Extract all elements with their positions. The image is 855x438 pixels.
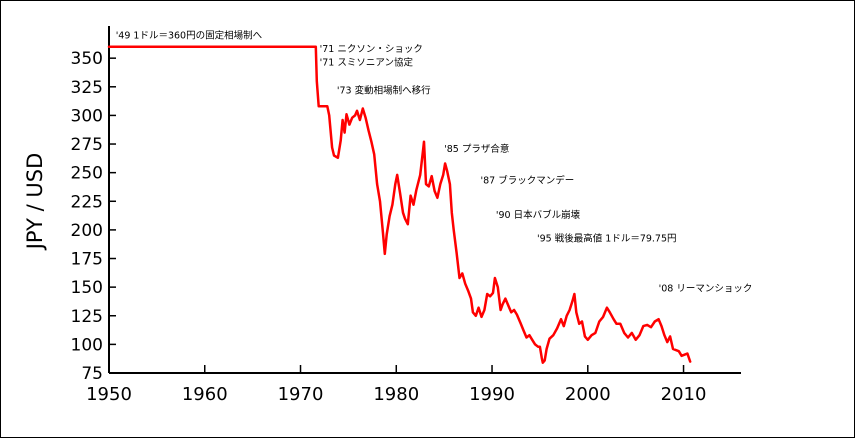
annotation-label: '85 プラザ合意: [444, 143, 509, 155]
x-tick-label: 1970: [278, 384, 324, 405]
y-axis-title: JPY / USD: [23, 153, 47, 252]
axes-layer: [108, 26, 741, 374]
x-tick-label: 1960: [182, 384, 228, 405]
annotation-label: '49 1ドル＝360円の固定相場制へ: [116, 30, 263, 42]
y-tick-label: 325: [71, 78, 103, 98]
y-tick-label: 175: [71, 250, 103, 270]
x-tick-label: 1990: [469, 384, 515, 405]
y-tick-label: 300: [71, 106, 103, 126]
y-tick-label: 100: [71, 335, 103, 355]
ticks-layer: 75 100 125 150 175 200 225 250 275 300 325 350 1950 1…: [71, 49, 707, 405]
annotation-label: '87 ブラックマンデー: [481, 175, 575, 187]
y-tick-label: 350: [71, 49, 103, 69]
series-layer: [107, 45, 692, 364]
annotation-label: '95 戦後最高値 1ドル＝79.75円: [537, 232, 676, 244]
annotation-label: '08 リーマンショック: [659, 284, 753, 295]
x-tick-label: 1950: [86, 384, 132, 405]
series-line: [107, 45, 692, 364]
x-tick-label: 2010: [661, 384, 707, 405]
y-tick-label: 225: [71, 192, 103, 212]
annotation-label: '90 日本バブル崩壊: [496, 209, 581, 221]
annotation-label: '71 ニクソン・ショック: [320, 44, 423, 55]
x-tick-label: 2000: [565, 384, 611, 405]
y-tick-label: 250: [71, 164, 103, 184]
x-tick-label: 1980: [373, 384, 419, 405]
y-tick-label: 125: [71, 307, 103, 327]
y-tick-label: 150: [71, 278, 103, 298]
y-tick-label: 200: [71, 221, 103, 241]
y-tick-label: 75: [81, 364, 103, 384]
annotation-label: '71 スミソニアン協定: [320, 57, 414, 69]
annotation-label: '73 変動相場制へ移行: [337, 85, 431, 97]
y-tick-label: 275: [71, 135, 103, 155]
annotation-layer: '49 1ドル＝360円の固定相場制へ '71 ニクソン・ショック '71 スミソニ…: [116, 30, 753, 295]
